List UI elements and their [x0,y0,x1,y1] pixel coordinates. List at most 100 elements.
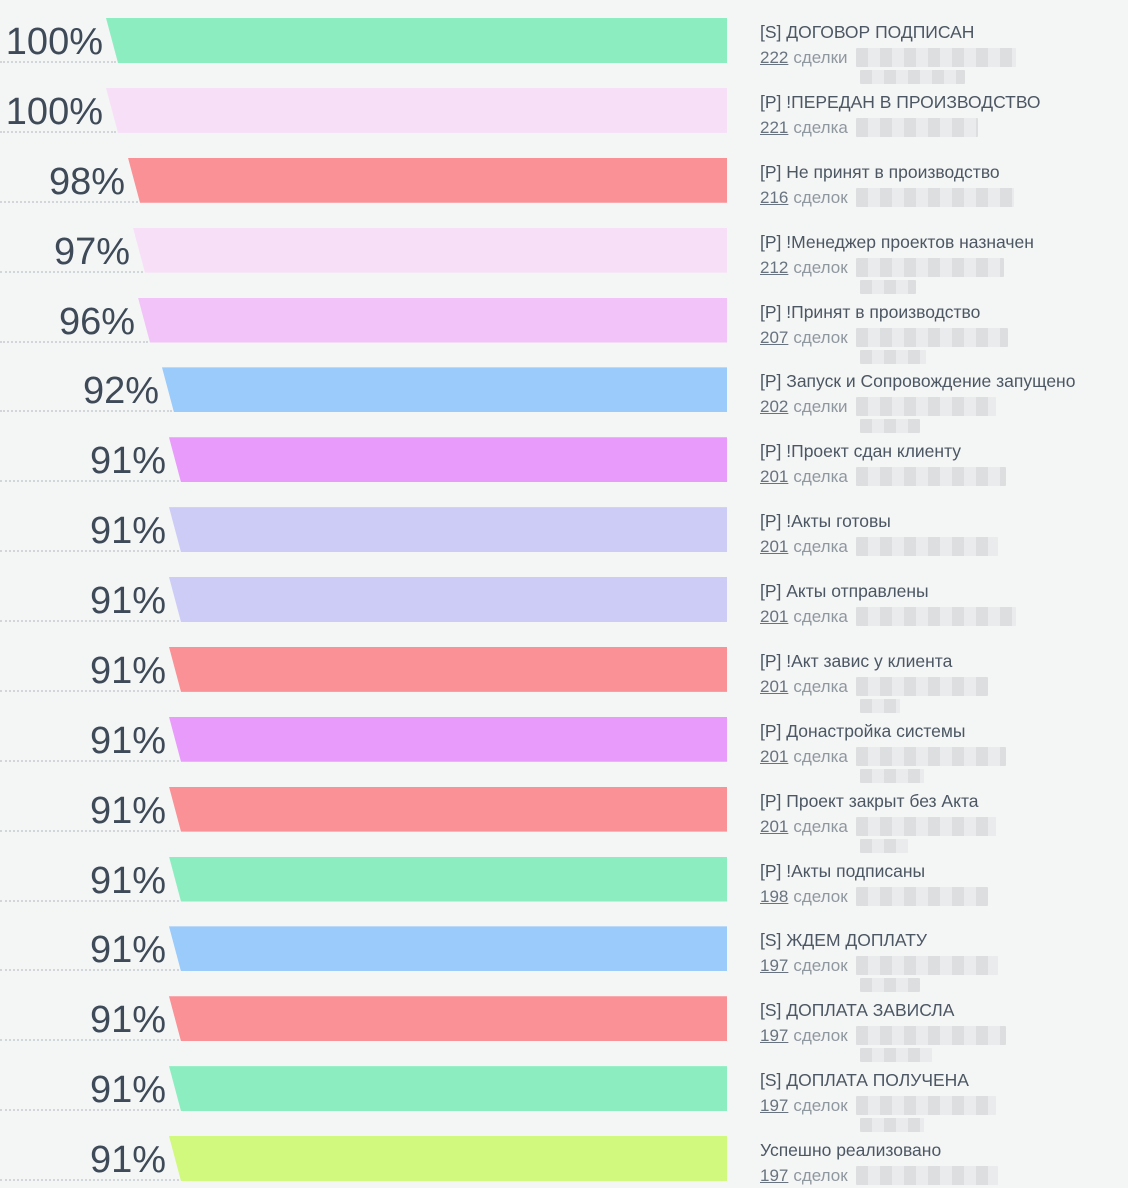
baseline-dotted-line [0,759,179,762]
stage-info: [P] !Акты подписаны 198 сделок [760,861,1125,907]
redacted-amount-blur [855,397,996,417]
stage-info: [S] ЖДЕМ ДОПЛАТУ 197 сделок [760,930,1125,993]
stage-bar[interactable] [169,786,727,832]
redacted-amount-blur-tail [860,279,916,294]
redacted-amount-blur [855,746,1006,766]
stage-percent-label: 91% [89,999,166,1042]
deal-count-word: сделка [793,607,848,626]
stage-bar[interactable] [162,367,727,413]
stage-title: [P] Акты отправлены [760,581,929,601]
redacted-amount-blur [855,1096,996,1116]
stage-count-line: 202 сделки [760,397,1125,434]
stage-info: [P] !Менеджер проектов назначен 212 сделок [760,232,1125,294]
stage-title: [S] ДОГОВОР ПОДПИСАН [760,22,975,42]
stage-title: [P] !ПЕРЕДАН В ПРОИЗВОДСТВО [760,91,1041,112]
stage-percent-label: 91% [89,649,166,692]
stage-info: [S] ДОГОВОР ПОДПИСАН 222 сделки [760,22,1125,84]
stage-percent-label: 97% [53,230,130,273]
deal-count-link[interactable]: 197 [760,1026,789,1046]
stage-bar[interactable] [138,297,727,343]
redacted-amount-blur-tail [860,838,908,853]
stage-bar[interactable] [128,157,727,203]
baseline-dotted-line [0,969,179,972]
baseline-dotted-line [0,620,179,622]
stage-percent-label: 100% [5,21,103,63]
stage-bar[interactable] [169,507,727,553]
stage-percent-label: 91% [89,719,166,762]
stage-count-line: 197 сделок [760,1166,1125,1188]
deal-count-link[interactable]: 197 [760,1166,789,1185]
stage-bar[interactable] [169,996,727,1042]
deal-count-word: сделки [793,48,848,67]
stage-bar[interactable] [169,716,727,762]
deal-count-link[interactable]: 216 [760,187,789,207]
redacted-amount-blur [855,1166,998,1185]
stage-bar[interactable] [106,87,727,133]
deal-count-link[interactable]: 222 [760,48,789,67]
stage-percent-label: 91% [89,440,166,483]
stage-count-line: 197 сделок [760,956,1125,993]
baseline-dotted-line [0,1179,179,1181]
stage-bar[interactable] [169,646,727,692]
baseline-dotted-line [0,1109,179,1112]
stage-count-line: 201 сделка [760,607,1125,627]
stage-bar[interactable] [169,1136,727,1181]
stage-count-line: 201 сделка [760,537,1125,557]
stage-bar[interactable] [106,18,727,63]
deal-count-link[interactable]: 201 [760,676,789,696]
deal-count-word: сделка [793,746,848,766]
stage-percent-label: 100% [5,90,103,133]
stage-count-line: 201 сделка [760,816,1125,853]
deal-count-link[interactable]: 201 [760,816,789,836]
stage-info: Успешно реализовано 197 сделок [760,1140,1125,1188]
stage-title: [P] Донастройка системы [760,720,966,741]
stage-title: [P] Запуск и Сопровождение запущено [760,371,1076,392]
stage-title: [S] ДОПЛАТА ПОЛУЧЕНА [760,1070,969,1091]
stage-bar[interactable] [169,437,727,483]
redacted-amount-blur [855,257,1004,277]
deal-count-link[interactable]: 201 [760,537,789,557]
deal-count-link[interactable]: 198 [760,886,789,906]
deal-count-link[interactable]: 201 [760,467,789,487]
deal-count-word: сделок [793,956,848,976]
stage-title: [P] !Менеджер проектов назначен [760,231,1034,252]
stage-bar[interactable] [169,856,727,902]
deal-count-link[interactable]: 221 [760,117,789,137]
deal-count-word: сделки [793,397,848,417]
stage-bar[interactable] [169,926,727,972]
baseline-dotted-line [0,410,172,413]
deal-count-word: сделок [793,1026,848,1046]
funnel-stage-row: 100% [P] !ПЕРЕДАН В ПРОИЗВОДСТВО 221 сделка [0,70,1128,140]
baseline-dotted-line [0,550,179,553]
stage-info: [P] Донастройка системы 201 сделка [760,721,1125,783]
redacted-amount-blur [855,816,996,836]
redacted-amount-blur [855,607,1016,626]
stage-bar[interactable] [169,1066,727,1112]
stage-title: [P] !Акт завис у клиента [760,650,953,671]
stage-percent-label: 91% [89,859,166,902]
deal-count-link[interactable]: 202 [760,397,789,417]
stage-bar[interactable] [133,227,727,273]
stage-info: [P] Запуск и Сопровождение запущено 202 сд… [760,371,1125,434]
stage-percent-label: 96% [58,300,135,343]
stage-info: [P] !Проект сдан клиенту 201 сделка [760,441,1125,487]
stage-bar[interactable] [169,577,727,622]
stage-info: [P] Проект закрыт без Акта 201 сделка [760,791,1125,853]
deal-count-link[interactable]: 201 [760,746,789,766]
redacted-amount-blur-tail [860,1048,932,1063]
deal-count-word: сделка [793,467,848,487]
stage-percent-label: 91% [89,1069,166,1112]
stage-count-line: 216 сделок [760,187,1125,208]
deal-count-link[interactable]: 207 [760,327,789,347]
stage-title: [S] ДОПЛАТА ЗАВИСЛА [760,1000,955,1021]
deal-count-link[interactable]: 197 [760,1096,789,1116]
funnel-stage-row: 91% Успешно реализовано 197 сделок [0,1118,1128,1188]
deal-count-link[interactable]: 212 [760,257,789,277]
deal-count-link[interactable]: 197 [760,956,789,976]
stage-title: [P] Не принят в производство [760,161,1000,182]
funnel-stage-row: 91% [P] !Акты готовы 201 сделка [0,489,1128,559]
deal-count-link[interactable]: 201 [760,607,789,626]
stage-percent-label: 98% [48,160,125,203]
redacted-amount-blur-tail [860,768,924,783]
